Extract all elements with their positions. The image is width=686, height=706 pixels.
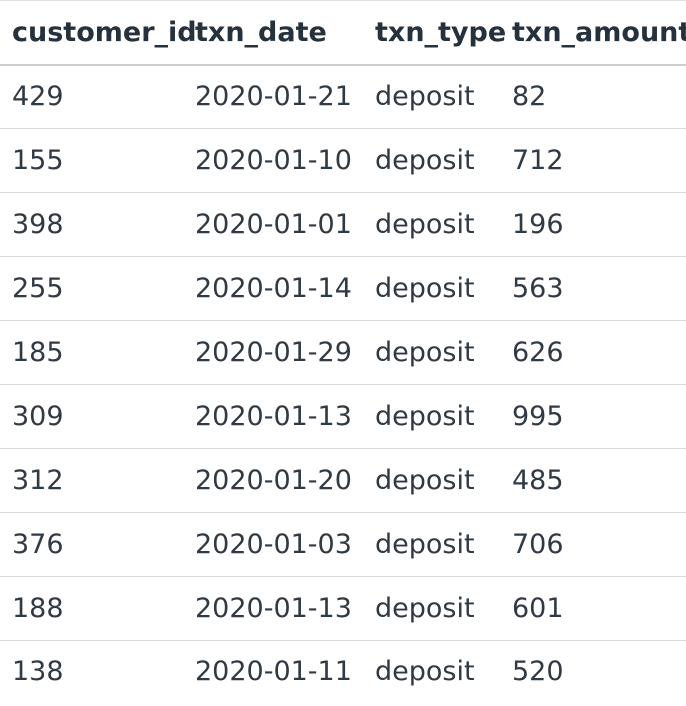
table-row: 429 2020-01-21 deposit 82 bbox=[0, 64, 686, 129]
cell-txn-type: deposit bbox=[363, 64, 500, 129]
cell-txn-type: deposit bbox=[363, 384, 500, 449]
cell-customer-id: 255 bbox=[0, 256, 182, 321]
cell-txn-date: 2020-01-13 bbox=[182, 576, 363, 641]
cell-customer-id: 138 bbox=[12, 656, 64, 688]
table-row: 155 2020-01-10 deposit 712 bbox=[0, 128, 686, 193]
cell-customer-id: 309 bbox=[0, 384, 182, 449]
cell-txn-amount: 712 bbox=[500, 128, 686, 193]
cell-txn-date: 2020-01-03 bbox=[182, 512, 363, 577]
cell-txn-amount: 82 bbox=[500, 64, 686, 129]
cell-txn-amount: 626 bbox=[500, 320, 686, 385]
column-header-customer-id: customer_id bbox=[0, 0, 197, 66]
cell-customer-id: 185 bbox=[0, 320, 182, 385]
cell-txn-date: 2020-01-29 bbox=[182, 320, 363, 385]
table-row: 185 2020-01-29 deposit 626 bbox=[0, 320, 686, 385]
cell-txn-type: deposit bbox=[363, 576, 500, 641]
cell-txn-amount: 601 bbox=[500, 576, 686, 641]
cell-customer-id: 312 bbox=[0, 448, 182, 513]
cell-txn-date: 2020-01-01 bbox=[182, 192, 363, 257]
cell-txn-type: deposit bbox=[363, 192, 500, 257]
cell-customer-id: 188 bbox=[0, 576, 182, 641]
cell-txn-type: deposit bbox=[363, 448, 500, 513]
table-body: 429 2020-01-21 deposit 82 155 2020-01-10… bbox=[0, 64, 686, 703]
table-row: 188 2020-01-13 deposit 601 bbox=[0, 576, 686, 641]
cell-customer-id: 429 bbox=[0, 64, 182, 129]
cell-txn-type: deposit bbox=[363, 320, 500, 385]
cell-customer-id: 398 bbox=[0, 192, 182, 257]
cell-txn-amount: 706 bbox=[500, 512, 686, 577]
table-row: 312 2020-01-20 deposit 485 bbox=[0, 448, 686, 513]
table-row: 138 2020-01-11 deposit 520 bbox=[0, 641, 686, 703]
cell-txn-amount: 563 bbox=[500, 256, 686, 321]
cell-txn-date: 2020-01-21 bbox=[182, 64, 363, 129]
cell-txn-amount: 995 bbox=[500, 384, 686, 449]
column-header-txn-date: txn_date bbox=[182, 0, 363, 66]
cell-customer-id: 155 bbox=[0, 128, 182, 193]
column-header-txn-type: txn_type bbox=[363, 0, 506, 66]
table-row: 398 2020-01-01 deposit 196 bbox=[0, 192, 686, 257]
cell-txn-amount: 520 bbox=[512, 656, 564, 688]
table-header: customer_id txn_date txn_type txn_amount bbox=[0, 0, 686, 66]
table-row: 309 2020-01-13 deposit 995 bbox=[0, 384, 686, 449]
table-row: 255 2020-01-14 deposit 563 bbox=[0, 256, 686, 321]
cell-txn-amount: 485 bbox=[500, 448, 686, 513]
table-row: 376 2020-01-03 deposit 706 bbox=[0, 512, 686, 577]
cell-customer-id: 376 bbox=[0, 512, 182, 577]
cell-txn-date: 2020-01-14 bbox=[182, 256, 363, 321]
cell-txn-type: deposit bbox=[363, 512, 500, 577]
cell-txn-type: deposit bbox=[375, 656, 475, 688]
header-row: customer_id txn_date txn_type txn_amount bbox=[0, 0, 686, 66]
cell-txn-type: deposit bbox=[363, 256, 500, 321]
cell-txn-date: 2020-01-13 bbox=[182, 384, 363, 449]
cell-txn-date: 2020-01-10 bbox=[182, 128, 363, 193]
cell-txn-date: 2020-01-11 bbox=[195, 656, 352, 688]
cell-txn-date: 2020-01-20 bbox=[182, 448, 363, 513]
column-header-txn-amount: txn_amount bbox=[500, 0, 686, 66]
cell-txn-amount: 196 bbox=[500, 192, 686, 257]
cell-txn-type: deposit bbox=[363, 128, 500, 193]
